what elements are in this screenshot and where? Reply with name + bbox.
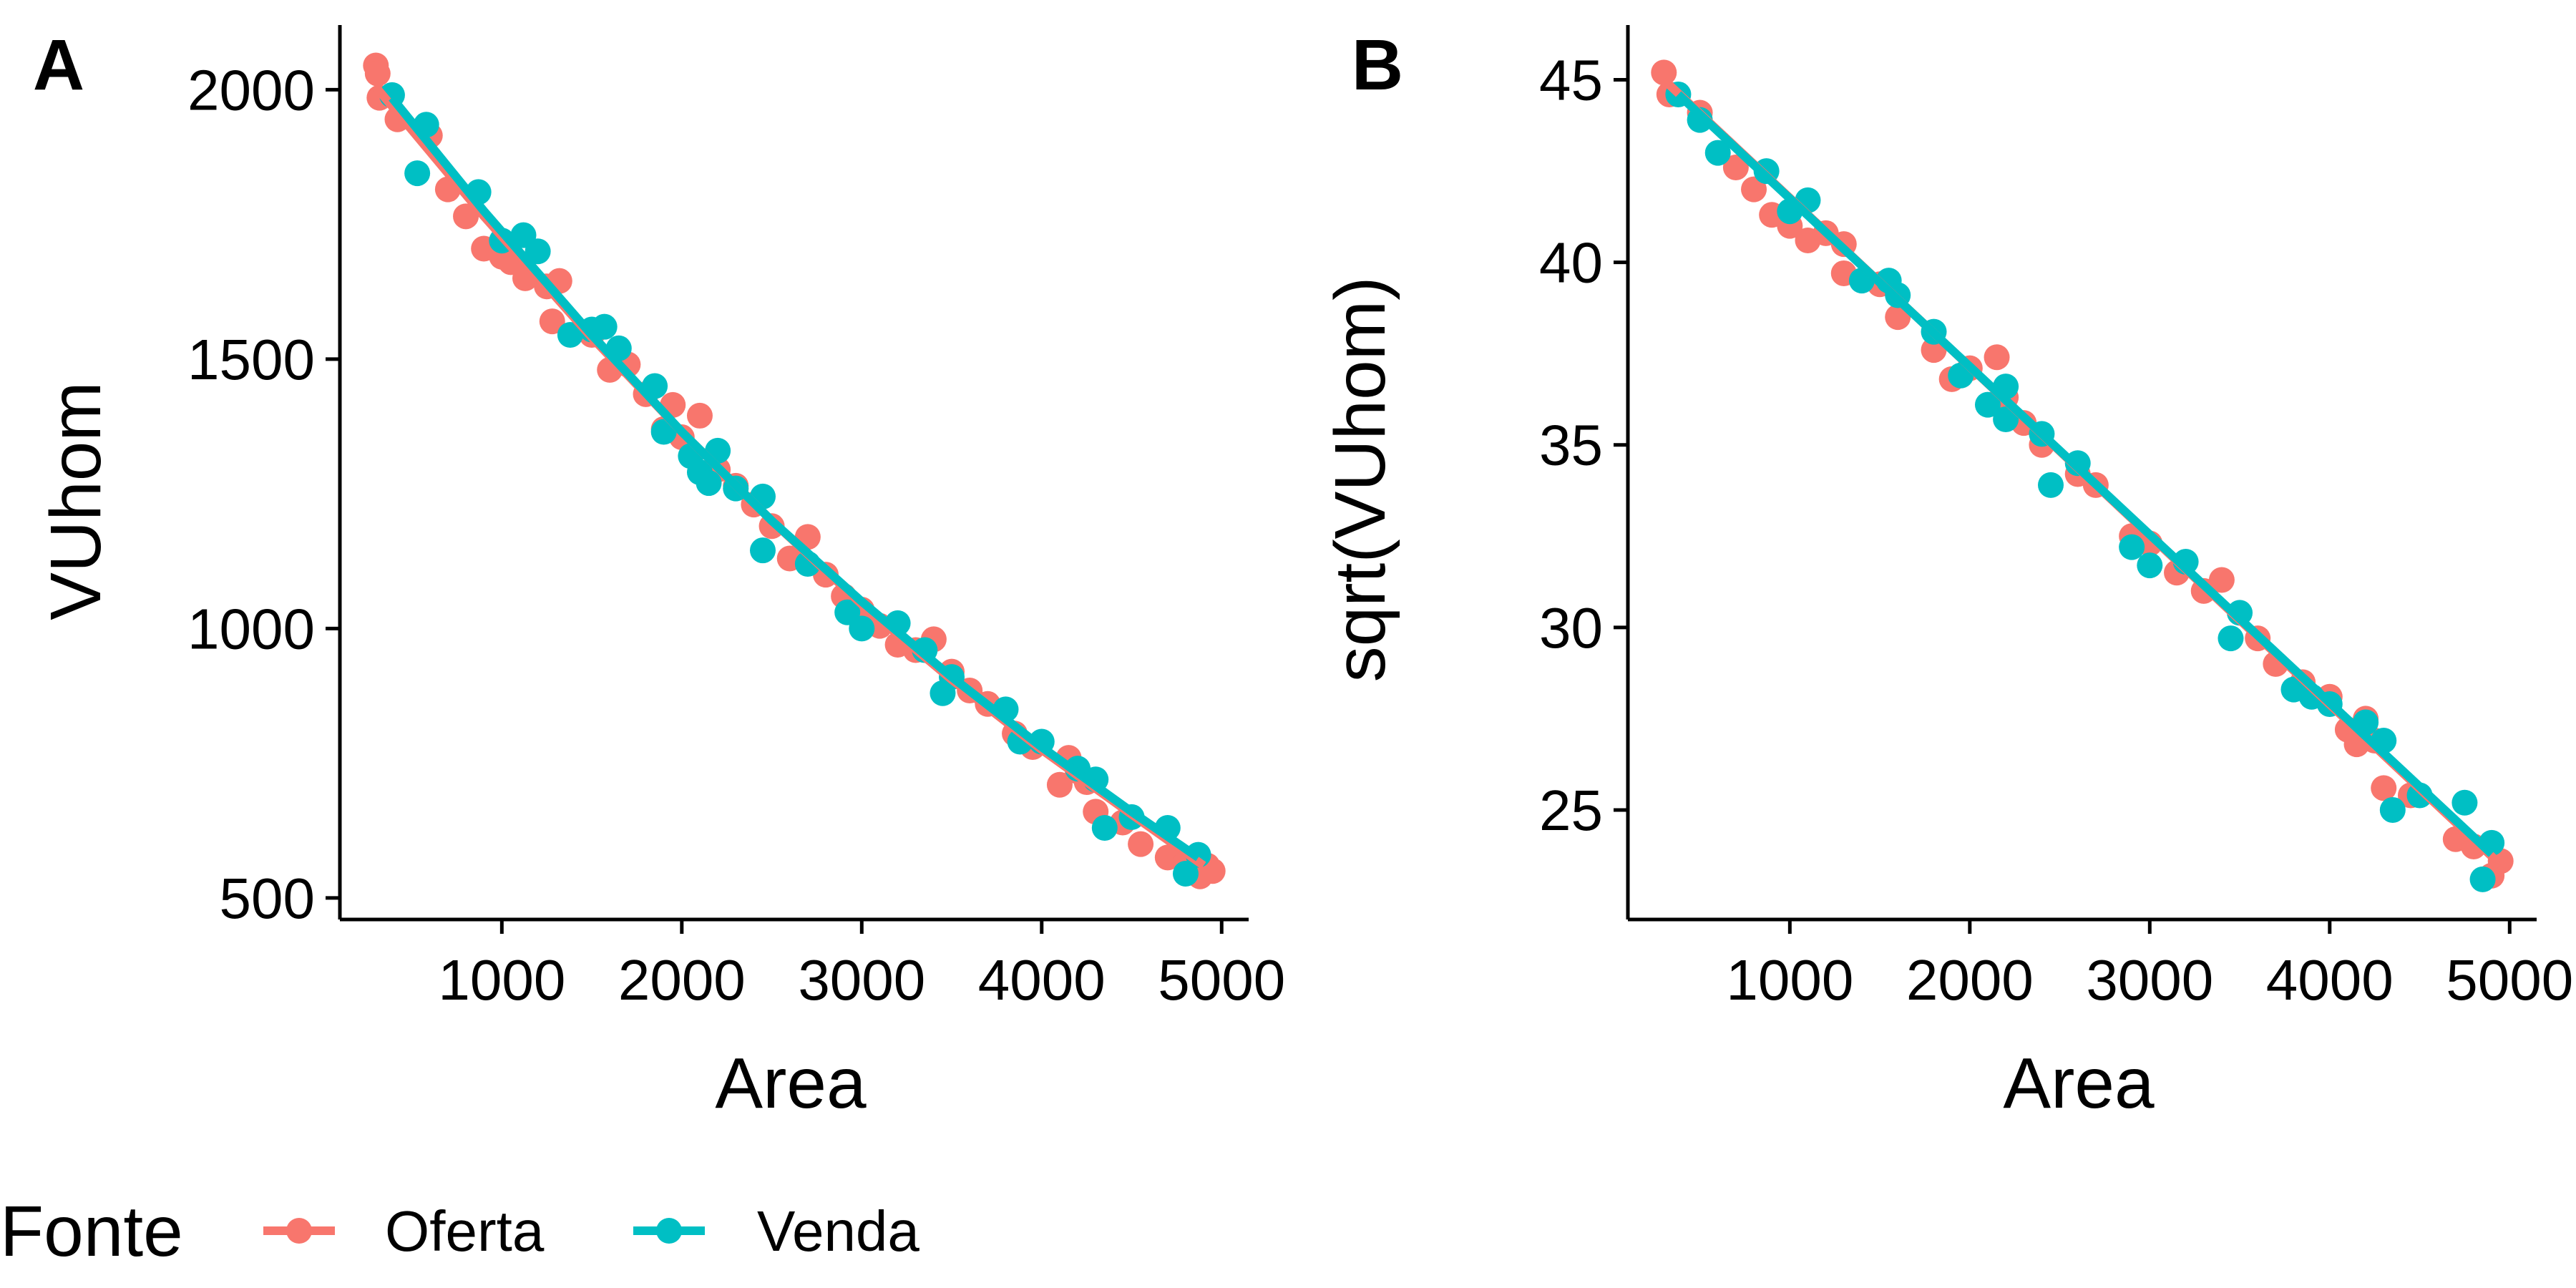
panel-a-point-oferta-40 <box>1046 771 1073 798</box>
panel-a-x-tick-label-4000: 4000 <box>978 948 1106 1012</box>
panel-a-point-venda-32 <box>1091 814 1118 841</box>
panel-b-point-venda-17 <box>2119 534 2145 560</box>
panel-a-point-venda-6 <box>525 238 551 265</box>
panel-b-point-venda-20 <box>2218 625 2244 652</box>
panel-b-x-tick-label-2000: 2000 <box>1906 948 2034 1012</box>
panel-a-point-oferta-1 <box>364 60 391 87</box>
panel-a-point-venda-9 <box>591 313 618 340</box>
panel-a-series-oferta <box>363 52 1226 889</box>
panel-b-y-tick-label-45: 45 <box>1539 49 1603 112</box>
legend-item-venda: Venda <box>633 1199 919 1263</box>
panel-a-y-axis-title: VUhom <box>36 381 116 620</box>
panel-b-y-tick-label-40: 40 <box>1539 231 1603 295</box>
panel-a-y-tick-label-2000: 2000 <box>187 58 315 122</box>
panel-b-point-venda-30 <box>2469 866 2496 892</box>
legend-label-oferta: Oferta <box>385 1199 545 1263</box>
panel-a-point-oferta-46 <box>1128 831 1154 857</box>
panel-b-point-venda-18 <box>2137 552 2163 579</box>
panel-b-x-tick-label-1000: 1000 <box>1726 948 1853 1012</box>
panel-a-fit-line-venda <box>389 94 1201 862</box>
panel-b-y-axis-title: sqrt(VUhom) <box>1320 277 1400 683</box>
panel-a-point-venda-22 <box>849 615 875 642</box>
panel-a-tag: A <box>33 25 84 105</box>
panel-b-x-tick-label-5000: 5000 <box>2446 948 2573 1012</box>
panel-b-point-venda-27 <box>2379 796 2406 823</box>
panel-a-y-tick-label-1000: 1000 <box>187 597 315 660</box>
panel-a-point-venda-7 <box>557 321 583 348</box>
panel-a-fit-line-oferta <box>372 84 1206 869</box>
panel-a-x-tick-label-5000: 5000 <box>1158 948 1285 1012</box>
panel-a-point-venda-19 <box>749 537 776 564</box>
panel-a-point-oferta-13 <box>539 308 565 335</box>
panel-a-x-axis-title: Area <box>715 1043 867 1123</box>
panel-a-point-oferta-21 <box>686 402 713 429</box>
panel-b-point-oferta-35 <box>2371 775 2397 801</box>
panel-b-y-tick-label-25: 25 <box>1539 779 1603 842</box>
panel-b-point-oferta-4 <box>1741 176 1767 203</box>
panel-a-point-oferta-6 <box>453 203 479 230</box>
panel-a-x-tick-label-1000: 1000 <box>438 948 565 1012</box>
panel-a: A VUhom Area 500 1000 1500 2000 1000 2000 3000… <box>33 25 1285 1123</box>
legend: Fonte Oferta Venda <box>0 1191 919 1272</box>
panel-b-x-axis-title: Area <box>2003 1043 2155 1123</box>
panel-b-x-tick-label-4000: 4000 <box>2266 948 2394 1012</box>
panel-a-series-venda <box>379 82 1211 887</box>
panel-b-point-venda-2 <box>1704 140 1731 166</box>
panel-b-x-tick-label-3000: 3000 <box>2086 948 2213 1012</box>
panel-a-point-venda-2 <box>404 160 431 187</box>
panel-b-point-oferta-3 <box>1722 154 1749 180</box>
panel-b-point-oferta-26 <box>2208 567 2235 593</box>
panel-a-x-tick-label-3000: 3000 <box>798 948 925 1012</box>
panel-a-plot-area: 500 1000 1500 2000 1000 2000 3000 4000 5000 <box>187 25 1285 1012</box>
panel-b: B sqrt(VUhom) Area 25 30 35 40 45 1000 2000 300… <box>1320 25 2573 1123</box>
panel-b-fit-line-venda <box>1675 91 2495 857</box>
panel-b-point-venda-13 <box>1993 406 2019 433</box>
panel-a-y-tick-label-1500: 1500 <box>187 328 315 391</box>
panel-b-y-tick-label-35: 35 <box>1539 414 1603 477</box>
panel-b-point-oferta-0 <box>1651 59 1677 86</box>
panel-b-point-venda-11 <box>1974 391 2001 418</box>
panel-a-x-tick-label-2000: 2000 <box>618 948 746 1012</box>
legend-label-venda: Venda <box>757 1199 919 1263</box>
panel-a-point-venda-35 <box>1172 860 1199 887</box>
panel-b-plot-area: 25 30 35 40 45 1000 2000 3000 4000 5000 <box>1539 25 2573 1012</box>
panel-b-point-oferta-16 <box>1984 344 2010 371</box>
legend-title: Fonte <box>0 1191 183 1272</box>
panel-a-y-tick-label-500: 500 <box>220 867 315 930</box>
legend-key-dot-oferta <box>286 1218 312 1244</box>
legend-key-dot-venda <box>656 1218 682 1244</box>
panel-b-point-venda-15 <box>2037 472 2064 498</box>
panel-b-tag: B <box>1352 25 1403 105</box>
legend-item-oferta: Oferta <box>263 1199 545 1263</box>
panel-a-point-venda-15 <box>696 470 722 497</box>
panel-b-y-tick-label-30: 30 <box>1539 596 1603 660</box>
panel-b-point-venda-29 <box>2451 789 2478 816</box>
